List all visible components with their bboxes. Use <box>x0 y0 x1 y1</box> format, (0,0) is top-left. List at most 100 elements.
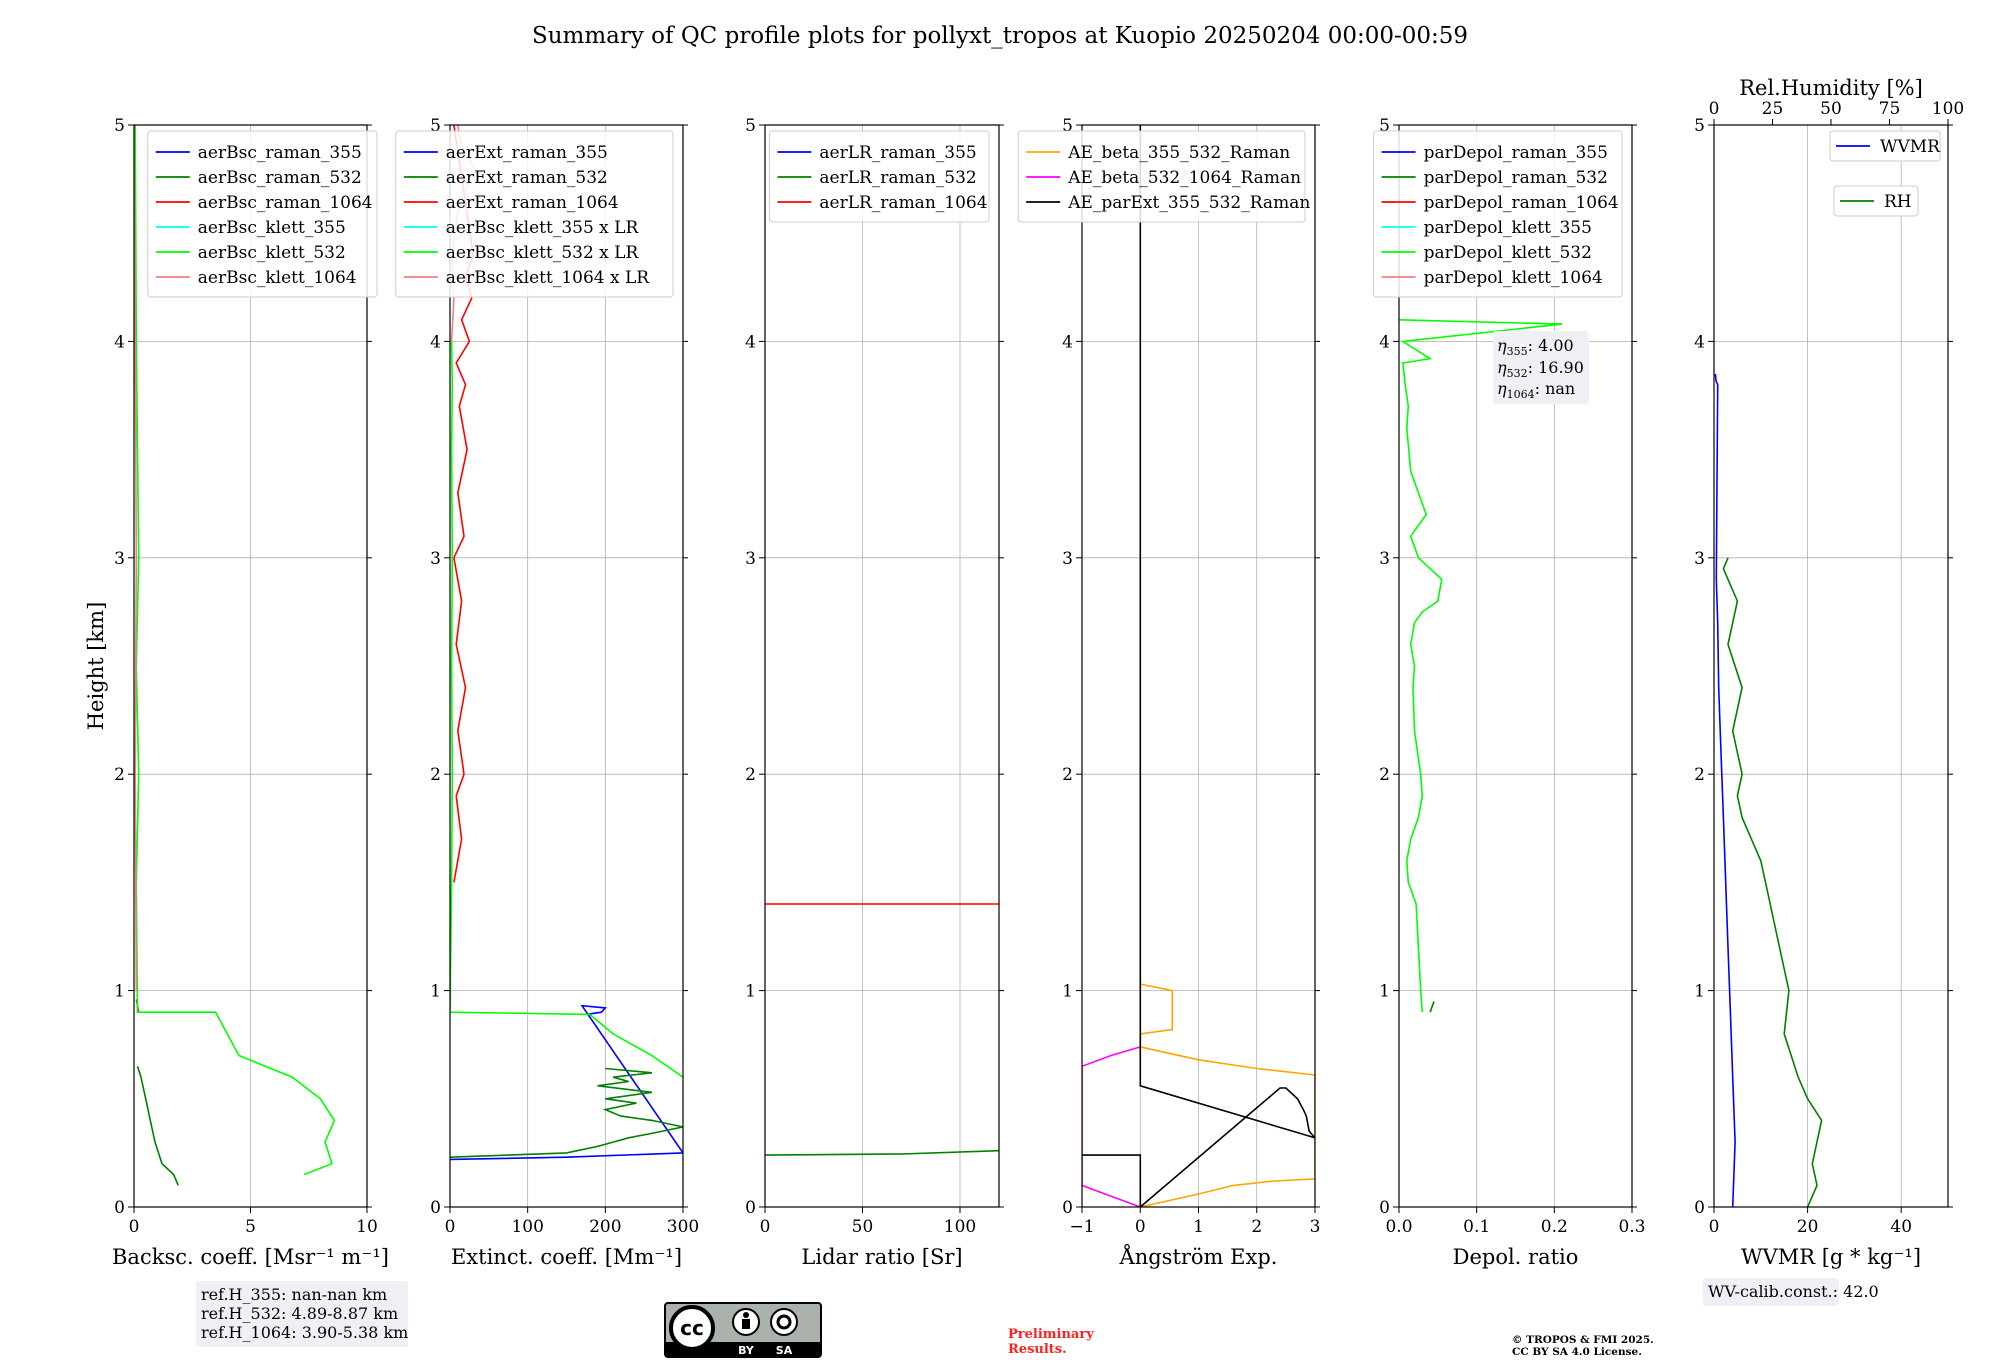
panel-backscatter: 0 5 10 0 1 2 3 4 5 Backsc. coeff. [Msr⁻¹ m⁻¹] Heig… <box>84 116 389 1269</box>
x-tick-label: 0.0 <box>1385 1217 1412 1237</box>
series-group <box>1082 125 1315 1207</box>
y-tick-label: 4 <box>745 332 756 352</box>
legend-label: AE_beta_355_532_Raman <box>1067 143 1290 163</box>
series-line-aerBsc_klett_532 <box>134 125 336 1176</box>
y-tick-label: 0 <box>1694 1198 1705 1218</box>
x-tick-label: 10 <box>356 1217 378 1237</box>
legend-label: AE_beta_532_1064_Raman <box>1067 168 1301 188</box>
series-group <box>1714 373 1823 1207</box>
series-group <box>765 903 999 1156</box>
legend-label: aerBsc_raman_1064 <box>198 193 373 213</box>
wv-calib-box: WV-calib.const.: 42.0 <box>1703 1278 1879 1306</box>
legend-box <box>1373 130 1623 298</box>
series-group <box>134 125 336 1186</box>
copyright-line-2: CC BY SA 4.0 License. <box>1512 1346 1642 1358</box>
y-tick-label: 0 <box>1062 1198 1073 1218</box>
y-tick-label: 3 <box>430 549 441 569</box>
copyright-line-1: © TROPOS & FMI 2025. <box>1512 1334 1654 1346</box>
y-tick-label: 1 <box>1379 982 1390 1002</box>
x2-tick-label: 0 <box>1709 99 1720 119</box>
eta-1064-value: nan <box>1545 379 1575 398</box>
x2-tick-label: 100 <box>1932 99 1964 119</box>
cc-license-badge: cc BY SA <box>664 1302 822 1358</box>
x-tick-label: 0.2 <box>1541 1217 1568 1237</box>
x-tick-label: 0 <box>1135 1217 1146 1237</box>
y-axis-label: Height [km] <box>84 602 108 731</box>
svg-text:η1064: nan: η1064: nan <box>1497 379 1575 401</box>
x-tick-label: 20 <box>1797 1217 1819 1237</box>
y-tick-label: 3 <box>745 549 756 569</box>
legend-label: parDepol_raman_355 <box>1424 143 1608 163</box>
legend-label: aerBsc_raman_532 <box>198 168 362 188</box>
x-tick-label: 40 <box>1890 1217 1912 1237</box>
y-tick-label: 1 <box>1694 982 1705 1002</box>
y-tick-label: 2 <box>1694 765 1705 785</box>
series-line-aerExt_raman_532 <box>450 1067 683 1158</box>
legend-label: aerExt_raman_532 <box>446 168 608 188</box>
y-tick-label: 2 <box>1379 765 1390 785</box>
x-tick-label: 100 <box>511 1217 543 1237</box>
y-tick-label: 5 <box>430 116 441 136</box>
legend-label: WVMR <box>1880 137 1941 157</box>
x-axis-label: Depol. ratio <box>1453 1245 1579 1269</box>
y-tick-label: 3 <box>1379 549 1390 569</box>
x-tick-label: 0 <box>129 1217 140 1237</box>
y-tick-label: 5 <box>1379 116 1390 136</box>
legend-label: aerBsc_klett_355 x LR <box>446 218 640 238</box>
panel-lidar_ratio: 0 50 100 0 1 2 3 4 5 Lidar ratio [Sr] aerLR_raman_… <box>745 116 1004 1269</box>
y-tick-label: 2 <box>114 765 125 785</box>
panel-depol: 0.0 0.1 0.2 0.3 0 1 2 3 4 5 Depol. ratio parDepol_r… <box>1373 116 1646 1269</box>
y-tick-label: 3 <box>1062 549 1073 569</box>
legend-label: aerBsc_klett_532 <box>198 243 346 263</box>
x-tick-label: 200 <box>589 1217 621 1237</box>
y-tick-label: 4 <box>430 332 441 352</box>
panel-extinction: 0 100 200 300 0 1 2 3 4 5 Extinct. coeff. [Mm⁻¹] ae… <box>395 116 699 1269</box>
y-tick-label: 2 <box>1062 765 1073 785</box>
y-tick-label: 0 <box>745 1198 756 1218</box>
y-tick-label: 0 <box>114 1198 125 1218</box>
x-tick-label: 0 <box>445 1217 456 1237</box>
series-line-WVMR <box>1714 373 1736 1207</box>
legend-box <box>147 130 378 298</box>
series-line-parDepol_raman_532 <box>1429 1001 1435 1013</box>
x-tick-label: 2 <box>1251 1217 1262 1237</box>
series-line-aerExt_raman_1064 <box>453 125 475 883</box>
panel-wvmr: 0 20 40 0 1 2 3 4 5 WVMR [g * kg⁻¹] 0 25 50 75 100 Rel.… <box>1694 76 1964 1269</box>
series-line-aerBsc_klett_532 x LR <box>450 341 683 1078</box>
y-tick-label: 4 <box>114 332 125 352</box>
y-tick-label: 2 <box>745 765 756 785</box>
x-tick-label: 3 <box>1310 1217 1321 1237</box>
svg-text:η532: 16.90: η532: 16.90 <box>1497 358 1584 380</box>
y-tick-label: 0 <box>1379 1198 1390 1218</box>
x-tick-label: −1 <box>1069 1217 1094 1237</box>
x-axis-label: Backsc. coeff. [Msr⁻¹ m⁻¹] <box>112 1245 389 1269</box>
x2-axis-label: Rel.Humidity [%] <box>1739 76 1923 100</box>
axes-frame <box>1398 124 1633 1208</box>
ref-height-532: ref.H_532: 4.89-8.87 km <box>201 1304 398 1323</box>
y-tick-label: 1 <box>745 982 756 1002</box>
legend-box <box>768 130 990 223</box>
legend-label: aerBsc_klett_1064 <box>198 268 357 288</box>
legend-label: AE_parExt_355_532_Raman <box>1067 193 1310 213</box>
legend-label: RH <box>1884 192 1912 212</box>
legend-label: aerBsc_klett_532 x LR <box>446 243 640 263</box>
x-tick-label: 300 <box>667 1217 699 1237</box>
series-line-aerExt_raman_355 <box>450 1004 683 1161</box>
series-line-AE_parExt_355_532_Raman <box>1082 125 1315 1207</box>
cc-logo-text: cc <box>680 1316 704 1340</box>
series-line-aerBsc_klett_1064 <box>134 125 138 991</box>
x-tick-label: 5 <box>245 1217 256 1237</box>
eta-532-value: 16.90 <box>1538 358 1584 377</box>
y-tick-label: 0 <box>430 1198 441 1218</box>
legend-label: aerLR_raman_532 <box>819 168 976 188</box>
y-tick-label: 4 <box>1694 332 1705 352</box>
legend-box <box>1017 130 1306 223</box>
legend-label: aerBsc_klett_355 <box>198 218 346 238</box>
y-tick-label: 5 <box>1062 116 1073 136</box>
y-tick-label: 5 <box>114 116 125 136</box>
legend-label: parDepol_klett_532 <box>1424 243 1592 263</box>
y-tick-label: 2 <box>430 765 441 785</box>
preliminary-line-1: Preliminary <box>1008 1327 1094 1342</box>
